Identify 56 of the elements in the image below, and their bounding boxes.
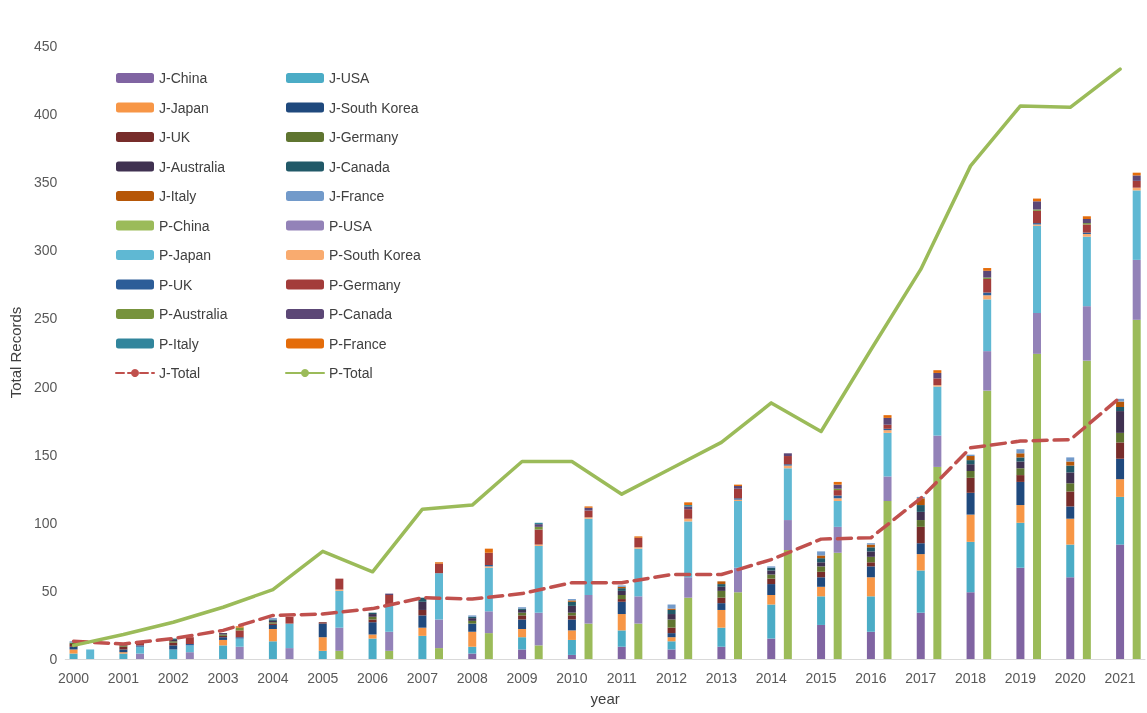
legend-label: P-South Korea [329, 247, 422, 263]
legend-label: P-Total [329, 365, 373, 381]
legend-label: P-Germany [329, 276, 401, 293]
x-tick-label: 2012 [656, 670, 688, 686]
legend-label: J-South Korea [329, 99, 419, 116]
x-tick-label: 2019 [1004, 670, 1037, 686]
legend-label: J-Italy [159, 188, 197, 204]
y-tick-label: 150 [33, 446, 58, 463]
x-tick-label: 2011 [606, 670, 638, 686]
x-tick-label: 2008 [456, 670, 489, 686]
y-tick-label: 250 [33, 310, 58, 327]
legend-label: J-Australia [159, 158, 226, 175]
x-tick-label: 2018 [955, 670, 987, 686]
legend-label: P-China [159, 217, 210, 234]
x-tick-label: 2003 [207, 670, 239, 686]
legend-label: P-Italy [159, 335, 199, 352]
x-tick-label: 2016 [855, 670, 887, 686]
legend-label: J-Japan [159, 99, 209, 116]
legend-label: J-China [159, 70, 208, 86]
x-tick-label: 2005 [307, 670, 339, 686]
y-tick-label: 400 [33, 106, 58, 123]
x-tick-label: 2017 [905, 670, 937, 686]
x-axis-title: year [590, 690, 620, 707]
x-tick-label: 2010 [556, 670, 588, 686]
y-tick-label: 200 [33, 378, 58, 395]
legend-label: P-France [329, 335, 387, 352]
x-tick-label: 2007 [406, 670, 439, 686]
legend-label: J-Germany [329, 129, 399, 145]
x-tick-label: 2015 [805, 670, 837, 686]
legend-label: P-Australia [159, 306, 228, 322]
x-tick-label: 2000 [57, 670, 90, 686]
y-tick-label: 300 [33, 242, 58, 259]
x-tick-label: 2021 [1104, 670, 1136, 686]
y-tick-label: 100 [33, 514, 58, 531]
legend-label: P-UK [159, 276, 194, 293]
x-tick-label: 2002 [157, 670, 190, 686]
legend-label: P-USA [329, 217, 373, 234]
y-axis-title: Total Records [7, 306, 24, 399]
x-tick-label: 2020 [1054, 670, 1087, 686]
y-tick-label: 50 [41, 582, 58, 599]
legend-label: P-Japan [159, 247, 212, 263]
legend-label: J-Canada [329, 158, 390, 175]
legend-label: P-Canada [329, 306, 393, 322]
legend-label: J-USA [329, 70, 371, 86]
x-tick-label: 2006 [356, 670, 389, 686]
legend-label: J-UK [159, 129, 191, 145]
x-tick-label: 2013 [705, 670, 738, 686]
y-tick-label: 0 [49, 651, 58, 667]
x-tick-label: 2014 [755, 670, 788, 686]
legend-label: J-France [329, 188, 385, 204]
x-tick-label: 2009 [506, 670, 538, 686]
x-tick-label: 2004 [257, 670, 289, 686]
y-tick-label: 450 [33, 38, 58, 54]
x-tick-label: 2001 [107, 670, 140, 686]
legend-label: J-Total [159, 365, 201, 381]
y-tick-label: 350 [33, 174, 58, 191]
